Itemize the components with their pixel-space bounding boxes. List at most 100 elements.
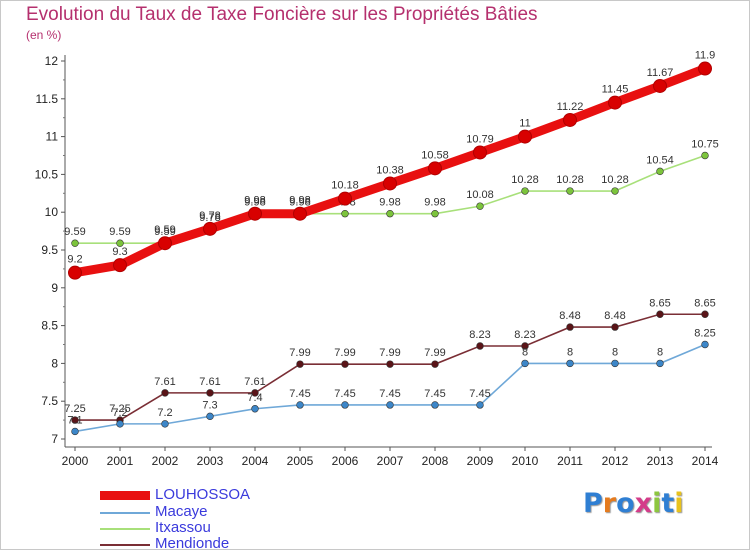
data-label-macaye: 8 [657,346,663,358]
data-point-macaye [431,401,439,409]
data-label-louhossoa: 9.98 [289,195,310,207]
data-point-louhossoa [113,258,127,273]
data-label-macaye: 7.45 [469,388,490,400]
data-point-mendionde [296,360,304,368]
data-point-louhossoa [698,61,712,76]
data-label-itxassou: 9.59 [64,226,85,238]
x-tick-label: 2007 [377,454,404,468]
data-point-macaye [161,420,169,428]
y-tick-label: 9.5 [41,243,58,257]
data-point-louhossoa [158,236,172,251]
logo-letter: o [616,488,635,519]
y-tick-label: 8 [51,356,58,370]
data-point-louhossoa [653,78,667,93]
x-tick-label: 2001 [107,454,134,468]
legend-swatch-mendionde [100,544,150,546]
data-point-itxassou [476,202,484,210]
logo-letter: x [634,488,653,519]
data-point-itxassou [431,210,439,218]
y-tick-label: 7.5 [41,394,58,408]
data-label-itxassou: 10.75 [691,139,719,151]
data-label-itxassou: 9.98 [379,197,400,209]
data-point-louhossoa [473,145,487,160]
data-label-macaye: 7.45 [379,388,400,400]
data-label-macaye: 8 [522,346,528,358]
data-point-itxassou [656,167,664,176]
x-tick-label: 2003 [197,454,224,468]
data-label-louhossoa: 9.2 [67,254,82,266]
legend-swatch-itxassou [100,528,150,530]
data-label-louhossoa: 9.3 [112,246,127,258]
data-point-mendionde [656,310,664,318]
data-label-louhossoa: 10.79 [466,133,494,145]
data-label-louhossoa: 9.78 [199,210,220,222]
data-point-mendionde [521,342,529,350]
data-point-mendionde [701,310,709,318]
x-tick-label: 2000 [62,454,89,468]
data-label-mendionde: 7.61 [199,376,220,388]
proxiti-logo: Proxiti [583,488,684,519]
data-point-macaye [611,359,619,368]
data-label-macaye: 7.2 [112,407,127,419]
data-label-louhossoa: 11 [519,118,530,130]
data-point-louhossoa [68,265,82,280]
data-label-itxassou: 9.78 [199,212,220,224]
data-point-louhossoa [203,221,217,236]
data-point-macaye [251,405,259,413]
x-tick-label: 2014 [692,454,719,468]
data-label-macaye: 7.2 [157,407,172,419]
y-tick-label: 11.5 [36,92,59,106]
data-label-mendionde: 7.25 [64,403,85,415]
data-label-itxassou: 10.28 [556,174,584,186]
data-point-mendionde [566,323,574,331]
data-label-louhossoa: 9.59 [154,224,175,236]
data-point-macaye [296,401,304,409]
y-tick-label: 10 [45,205,59,219]
x-tick-label: 2012 [602,454,629,468]
data-label-macaye: 7.4 [247,392,262,404]
data-label-itxassou: 10.28 [601,174,629,186]
data-label-louhossoa: 9.98 [244,195,265,207]
x-tick-label: 2005 [287,454,314,468]
data-point-louhossoa [428,161,442,176]
data-point-mendionde [476,342,484,350]
data-label-macaye: 7.45 [424,388,445,400]
data-point-louhossoa [248,206,262,221]
data-label-louhossoa: 10.18 [331,180,359,192]
data-point-louhossoa [383,176,397,191]
data-label-itxassou: 10.08 [466,189,494,201]
data-label-itxassou: 10.28 [511,174,539,186]
data-point-itxassou [566,187,574,195]
y-tick-label: 7 [51,432,58,446]
data-label-itxassou: 9.98 [424,197,445,209]
data-label-mendionde: 7.61 [154,376,175,388]
data-point-mendionde [251,389,259,397]
legend-swatch-louhossoa [100,491,150,500]
data-point-itxassou [116,239,124,247]
y-tick-label: 9 [51,281,58,295]
data-label-macaye: 7.45 [289,388,310,400]
data-point-macaye [656,359,664,368]
data-point-macaye [386,401,394,409]
data-point-mendionde [431,360,439,368]
data-label-louhossoa: 11.67 [647,67,674,79]
x-tick-label: 2011 [557,454,583,468]
data-label-macaye: 7.3 [202,399,217,411]
data-point-louhossoa [518,129,532,144]
data-label-mendionde: 8.48 [604,310,625,322]
data-point-mendionde [206,389,214,397]
legend-swatch-macaye [100,512,150,514]
data-label-macaye: 7.45 [334,388,355,400]
data-label-mendionde: 8.48 [559,310,580,322]
legend-label-macaye: Macaye [155,503,208,520]
data-label-mendionde: 8.65 [649,297,670,309]
data-label-louhossoa: 11.22 [557,101,584,113]
logo-letter: i [652,488,662,519]
data-point-mendionde [71,416,79,424]
logo-letter: P [583,488,603,519]
x-tick-label: 2006 [332,454,359,468]
data-label-louhossoa: 11.9 [695,50,716,62]
data-label-macaye: 8 [612,346,618,358]
